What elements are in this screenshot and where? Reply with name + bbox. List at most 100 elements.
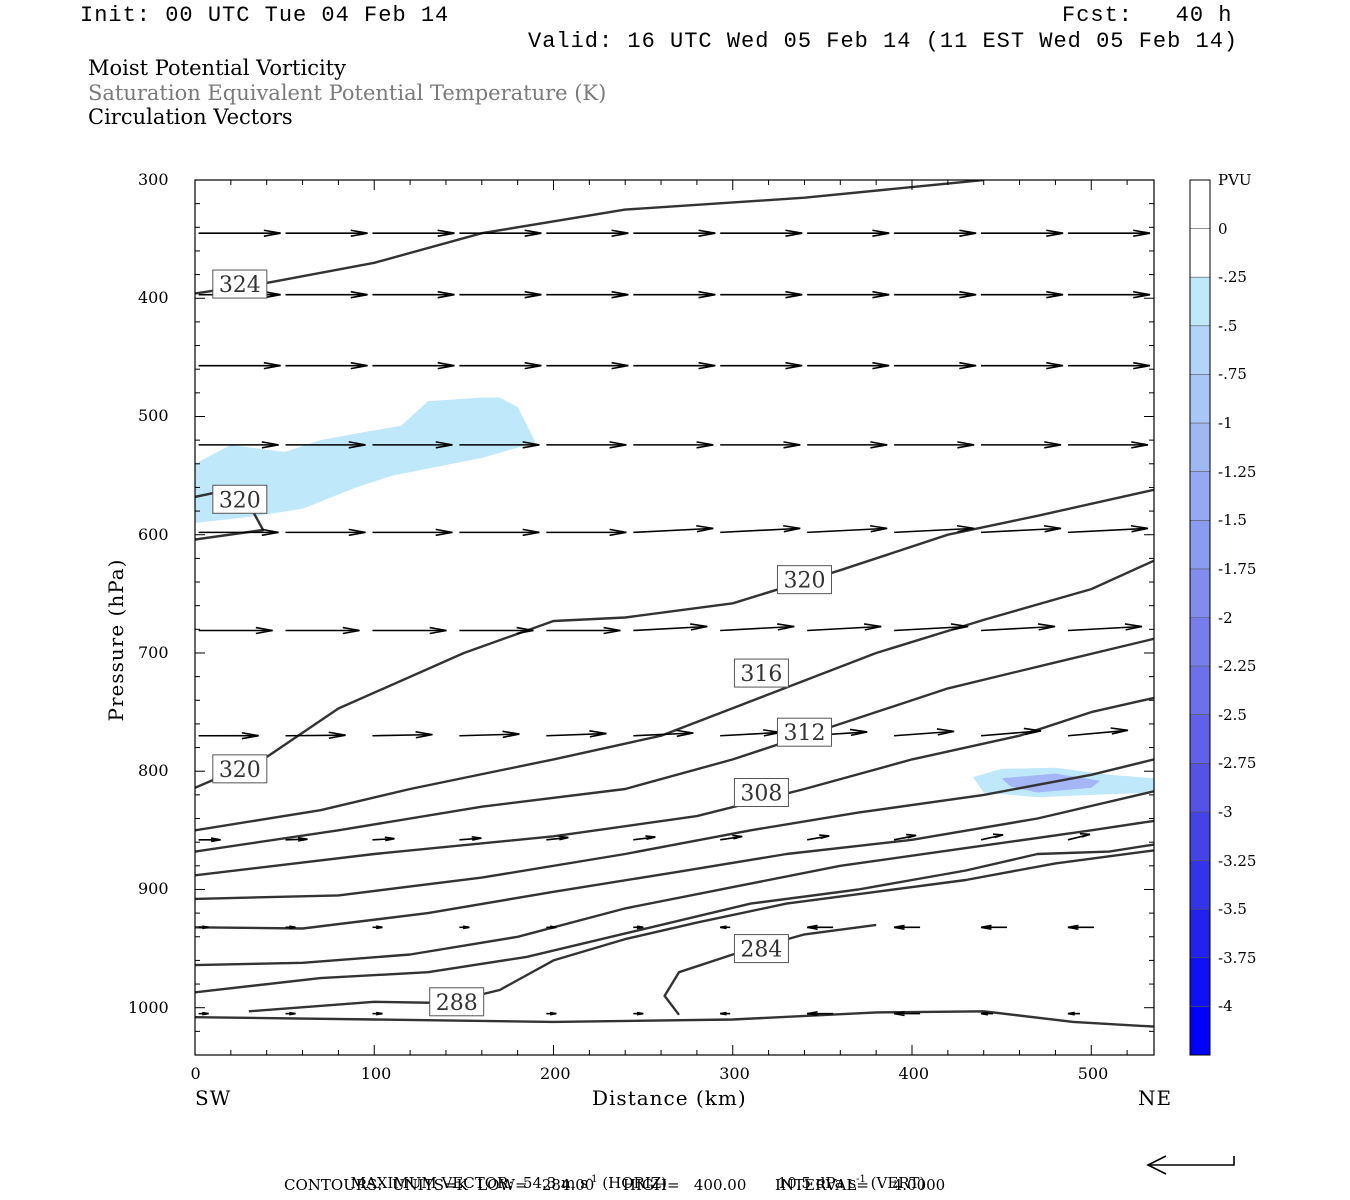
- circulation-vector-64: [980, 623, 1056, 632]
- max-vector-vert-info: 10.5 dPa s-1 (VERT): [768, 1156, 926, 1192]
- colorbar-swatch: [1190, 666, 1210, 715]
- circulation-vector-87: [1067, 832, 1091, 841]
- svg-text:316: 316: [740, 662, 782, 687]
- svg-text:312: 312: [783, 721, 825, 746]
- colorbar-swatch: [1190, 617, 1210, 667]
- colorbar-label: -3.25: [1218, 851, 1257, 870]
- colorbar-swatch: [1190, 325, 1210, 375]
- circulation-vector-85: [893, 833, 917, 841]
- circulation-vector-95: [807, 924, 834, 930]
- theta-es-contour-296-8: [195, 819, 1154, 967]
- init-time: Init: 00 UTC Tue 04 Feb 14: [80, 3, 450, 28]
- svg-text:320: 320: [219, 488, 261, 513]
- colorbar-swatch: [1190, 568, 1210, 618]
- circulation-vector-98: [1067, 924, 1094, 930]
- contour-label-320-1: 320: [212, 484, 268, 514]
- colorbar-swatch: [1190, 180, 1210, 229]
- circulation-vector-13: [372, 290, 455, 299]
- svg-text:320: 320: [783, 569, 825, 594]
- svg-text:288: 288: [436, 991, 478, 1016]
- circulation-vector-82: [633, 835, 656, 841]
- max-vector-info: MAXIMUM VECTOR: 54.3 m s-1 (HORIZ): [341, 1156, 667, 1192]
- colorbar-swatch: [1190, 520, 1210, 569]
- y-tick-label: 300: [138, 170, 169, 189]
- max-vector-horiz-exp: -1: [587, 1174, 598, 1185]
- max-vector-horiz: MAXIMUM VECTOR: 54.3 m s: [350, 1174, 588, 1192]
- colorbar-label: -1.25: [1218, 462, 1257, 481]
- max-vector-vert: 10.5 dPa s: [777, 1174, 857, 1192]
- max-vector-vert-tail: (VERT): [865, 1174, 926, 1192]
- colorbar-swatch: [1190, 471, 1210, 521]
- circulation-vector-92: [546, 925, 557, 930]
- circulation-vector-10: [1067, 229, 1151, 237]
- circulation-vector-57: [372, 626, 447, 635]
- colorbar-swatch: [1190, 957, 1210, 1007]
- circulation-vector-103: [546, 1011, 557, 1016]
- colorbar-label: -.5: [1218, 316, 1238, 335]
- theta-es-contour-288-10: [248, 849, 1154, 1013]
- circulation-vector-67: [285, 731, 346, 740]
- circulation-vector-51: [807, 524, 888, 534]
- circulation-vector-94: [720, 925, 731, 930]
- circulation-vector-108: [980, 1011, 994, 1016]
- theta-es-contour-280-12: [195, 1010, 1154, 1028]
- theta-es-contour-300-7: [195, 790, 1154, 930]
- circulation-vector-7: [807, 229, 890, 237]
- circulation-vector-26: [546, 361, 629, 370]
- circulation-vector-43: [1067, 441, 1149, 449]
- circulation-vector-19: [894, 290, 977, 299]
- circulation-vector-39: [720, 441, 801, 449]
- circulation-vector-74: [894, 728, 955, 737]
- y-tick-label: 400: [138, 288, 169, 308]
- circulation-vector-22: [198, 361, 281, 370]
- circulation-vector-88: [198, 925, 209, 930]
- circulation-vector-5: [633, 229, 716, 237]
- circulation-vector-16: [633, 290, 716, 299]
- contour-label-316-4: 316: [733, 658, 789, 688]
- reference-vector-arrowhead: [1146, 1155, 1167, 1175]
- circulation-vector-61: [720, 623, 795, 632]
- x-axis-left-end: SW: [195, 1086, 232, 1110]
- circulation-vector-0: [198, 229, 281, 237]
- colorbar-label: -2: [1218, 608, 1233, 627]
- circulation-vector-97: [980, 924, 1008, 930]
- circulation-vector-9: [981, 229, 1064, 237]
- circulation-vector-45: [285, 528, 366, 537]
- reference-vector-arrow: [1148, 1156, 1235, 1166]
- mpv-shade-0: [195, 397, 536, 523]
- plot-frame: [194, 179, 1155, 1056]
- theta-es-contour-320-2: [195, 488, 1154, 789]
- circulation-vector-29: [807, 361, 890, 370]
- circulation-vector-4: [546, 229, 629, 237]
- circulation-vector-91: [459, 925, 470, 930]
- circulation-vector-60: [633, 623, 708, 632]
- circulation-vector-40: [807, 441, 888, 449]
- contour-label-320-2: 320: [212, 754, 268, 784]
- circulation-vector-76: [1067, 727, 1129, 737]
- colorbar-swatch: [1190, 763, 1210, 812]
- circulation-vector-46: [372, 528, 453, 537]
- circulation-vector-35: [372, 441, 453, 449]
- colorbar-swatch: [1190, 277, 1210, 326]
- circulation-vector-42: [981, 441, 1062, 449]
- colorbar-swatch: [1190, 374, 1210, 424]
- circulation-vector-83: [720, 834, 743, 841]
- circulation-vector-81: [546, 835, 569, 841]
- title-theta-es: Saturation Equivalent Potential Temperat…: [88, 81, 607, 105]
- circulation-vector-23: [285, 361, 368, 370]
- y-tick-label: 600: [138, 524, 169, 544]
- circulation-vector-25: [459, 361, 542, 370]
- circulation-vector-96: [893, 924, 921, 930]
- valid-time: Valid: 16 UTC Wed 05 Feb 14 (11 EST Wed …: [528, 29, 1239, 54]
- colorbar-label: -1: [1218, 414, 1233, 433]
- y-tick-label: 700: [138, 642, 169, 662]
- title-mpv: Moist Potential Vorticity: [88, 56, 346, 80]
- theta-es-contour-312-4: [195, 637, 1154, 853]
- circulation-vector-58: [459, 626, 534, 635]
- circulation-vector-12: [285, 290, 368, 299]
- circulation-vector-84: [807, 834, 830, 841]
- circulation-vector-33: [198, 441, 279, 449]
- circulation-vector-75: [980, 727, 1042, 737]
- title-vectors: Circulation Vectors: [88, 105, 293, 129]
